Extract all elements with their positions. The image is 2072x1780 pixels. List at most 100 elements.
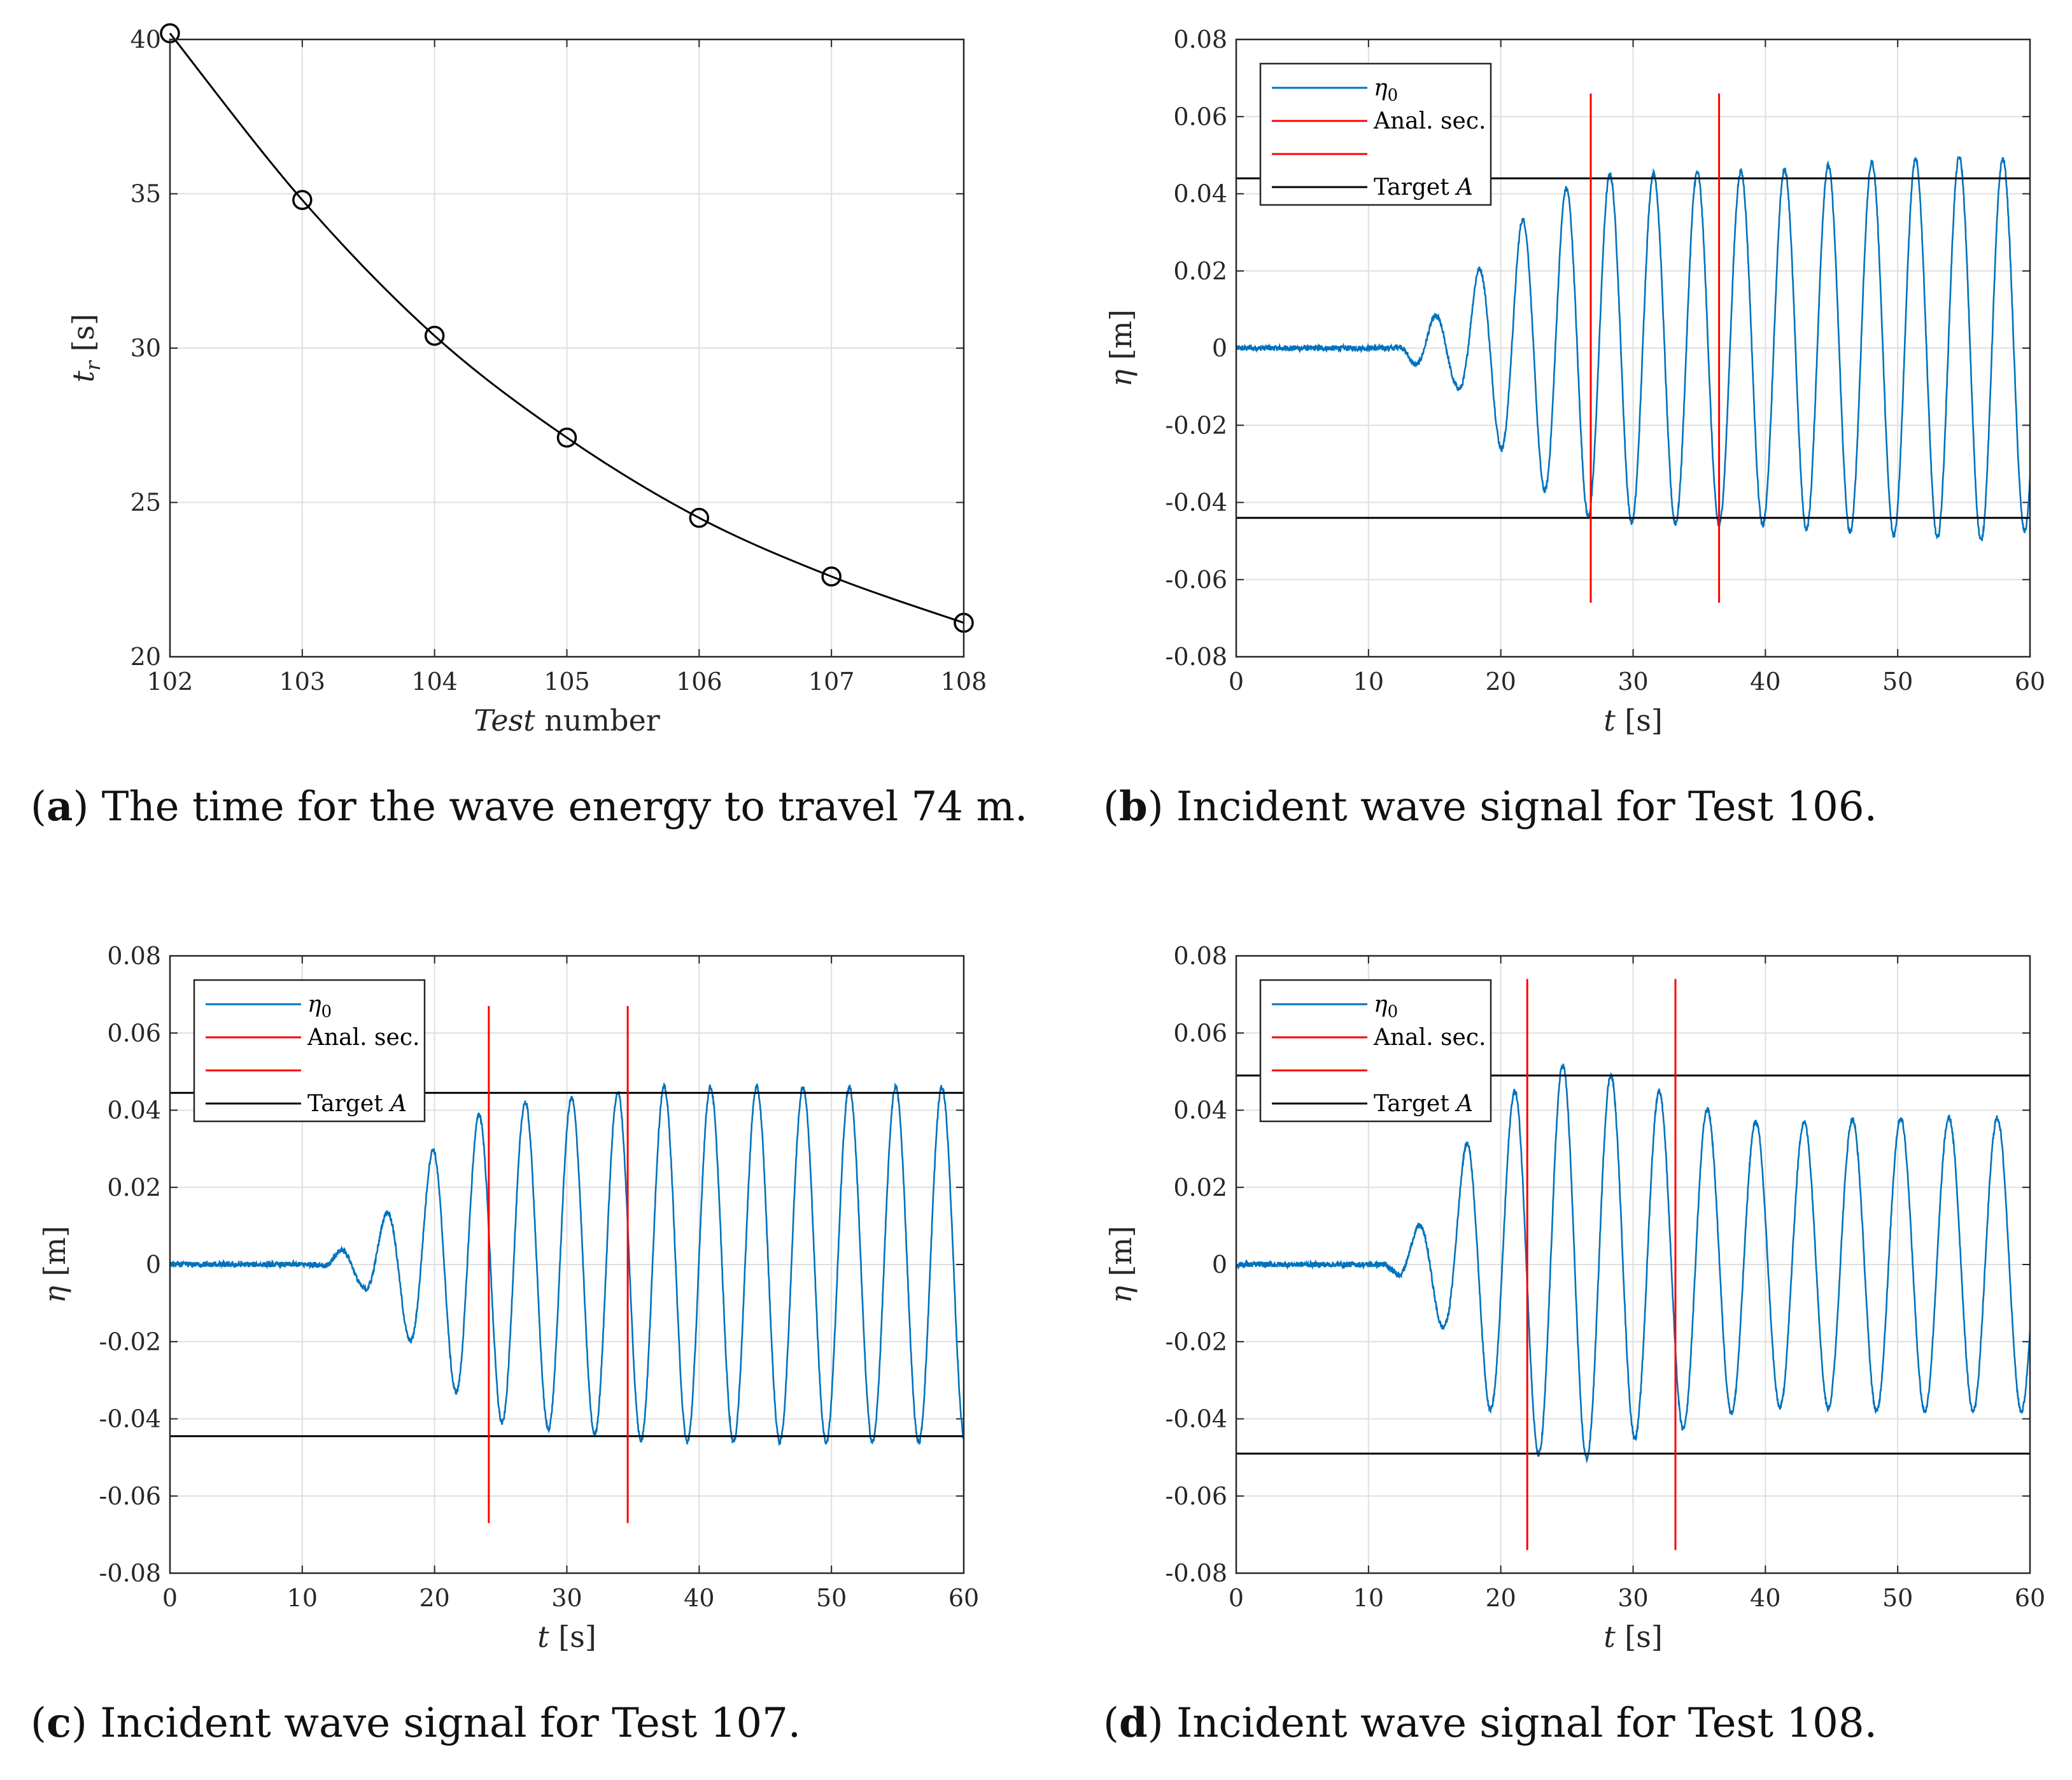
- legend-label-anal-sec-c: Anal. sec.: [307, 1025, 419, 1051]
- x-tick-label-d-6: 60: [2015, 1584, 2045, 1612]
- y-axis-label-c: η [m]: [38, 1226, 72, 1303]
- x-tick-label-b-6: 60: [2015, 668, 2045, 696]
- panel-d-chart: 0 10 20 30 40 50 60 -0.08 -0.06 -0.04 -0.02 0 0.02 0.…: [1104, 942, 2045, 1654]
- y-tick-label-c-1: -0.06: [99, 1482, 161, 1510]
- x-axis-label-b: t [s]: [1603, 703, 1663, 738]
- axes-frame-d: [1235, 955, 2031, 1574]
- y-tick-label-c-7: 0.06: [107, 1019, 161, 1047]
- axes-frame-c: [169, 955, 965, 1574]
- y-tick-label-c-5: 0.02: [107, 1174, 161, 1202]
- axes-frame-b: [1235, 38, 2031, 658]
- y-tick-label-c-8: 0.08: [107, 942, 161, 970]
- legend-label-eta0-c: η0: [307, 992, 332, 1021]
- x-tick-label-b-1: 10: [1353, 668, 1384, 696]
- y-tick-label-d-7: 0.06: [1173, 1019, 1227, 1047]
- y-tick-label-a-1: 25: [130, 489, 161, 517]
- x-tick-label-d-2: 20: [1485, 1584, 1516, 1612]
- caption-b-letter: b: [1118, 783, 1148, 830]
- y-tick-label-a-0: 20: [130, 643, 161, 671]
- y-tick-label-b-0: -0.08: [1166, 643, 1227, 671]
- x-tick-label-a-2: 104: [411, 668, 458, 696]
- x-tick-label-a-0: 102: [147, 668, 194, 696]
- y-tick-label-d-8: 0.08: [1173, 942, 1227, 970]
- y-tick-label-d-5: 0.02: [1173, 1174, 1227, 1202]
- x-tick-label-c-6: 60: [948, 1584, 979, 1612]
- x-tick-label-a-3: 105: [544, 668, 590, 696]
- x-tick-label-b-3: 30: [1617, 668, 1648, 696]
- series-line-a: [169, 32, 964, 624]
- x-tick-label-b-0: 0: [1229, 668, 1244, 696]
- caption-d-text: Incident wave signal for Test 108.: [1176, 1700, 1877, 1747]
- x-tick-label-a-6: 108: [941, 668, 987, 696]
- axes-frame-a: [169, 38, 965, 658]
- legend-label-eta0-d: η0: [1374, 992, 1398, 1021]
- y-tick-label-c-3: -0.02: [99, 1328, 161, 1356]
- y-tick-label-d-3: -0.02: [1166, 1328, 1227, 1356]
- legend-label-anal-sec-d: Anal. sec.: [1373, 1025, 1486, 1051]
- data-point-a-5: [821, 566, 842, 587]
- x-axis-label-d: t [s]: [1603, 1620, 1663, 1654]
- y-tick-label-a-2: 30: [130, 334, 161, 362]
- x-tick-label-d-5: 50: [1882, 1584, 1913, 1612]
- legend-d: η0 Anal. sec. Target A: [1259, 979, 1492, 1123]
- y-tick-label-a-4: 40: [130, 25, 161, 53]
- data-point-a-4: [689, 508, 710, 528]
- caption-c-letter: c: [46, 1699, 71, 1747]
- x-tick-label-b-5: 50: [1882, 668, 1913, 696]
- legend-b: η0 Anal. sec. Target A: [1259, 62, 1492, 206]
- y-tick-label-d-4: 0: [1212, 1251, 1227, 1279]
- y-tick-label-b-1: -0.06: [1166, 566, 1227, 594]
- x-tick-label-d-3: 30: [1617, 1584, 1648, 1612]
- x-tick-label-c-5: 50: [816, 1584, 847, 1612]
- y-tick-label-b-8: 0.08: [1173, 25, 1227, 53]
- y-tick-label-b-4: 0: [1212, 334, 1227, 362]
- y-tick-label-c-4: 0: [146, 1251, 161, 1279]
- data-point-a-2: [424, 325, 445, 346]
- x-tick-label-c-2: 20: [419, 1584, 449, 1612]
- caption-d: (d) Incident wave signal for Test 108.: [1103, 1699, 1877, 1747]
- y-tick-label-d-0: -0.08: [1166, 1559, 1227, 1587]
- panel-b-chart: 0 10 20 30 40 50 60 -0.08 -0.06 -0.04 -0.02 0 0.02 0.…: [1104, 25, 2045, 738]
- x-axis-label-a: Test number: [474, 703, 660, 738]
- y-tick-label-b-2: -0.04: [1166, 489, 1227, 517]
- legend-label-target-a-c: Target A: [307, 1091, 407, 1117]
- panel-c-chart: 0 10 20 30 40 50 60 -0.08 -0.06 -0.04 -0.02 0 0.02 0.…: [38, 942, 979, 1654]
- x-tick-label-c-0: 0: [162, 1584, 178, 1612]
- data-point-a-3: [556, 427, 577, 448]
- y-tick-label-c-2: -0.04: [99, 1405, 161, 1433]
- legend-label-target-a-b: Target A: [1374, 174, 1473, 200]
- y-tick-label-b-7: 0.06: [1173, 102, 1227, 130]
- y-tick-label-a-3: 35: [130, 180, 161, 208]
- legend-c: η0 Anal. sec. Target A: [193, 979, 426, 1123]
- data-point-a-1: [292, 190, 313, 210]
- legend-label-anal-sec-b: Anal. sec.: [1373, 108, 1486, 134]
- x-axis-label-c: t [s]: [537, 1620, 596, 1654]
- x-tick-label-b-4: 40: [1750, 668, 1780, 696]
- x-tick-label-c-1: 10: [287, 1584, 318, 1612]
- legend-label-eta0-b: η0: [1374, 75, 1398, 105]
- caption-b-text: Incident wave signal for Test 106.: [1176, 783, 1877, 830]
- caption-d-letter: d: [1118, 1699, 1148, 1747]
- panel-a-chart: 102 103 104 105 106 107 108 20 25 30 35 40 Test numb…: [66, 23, 987, 738]
- y-tick-label-b-6: 0.04: [1173, 180, 1227, 208]
- y-tick-label-b-5: 0.02: [1173, 257, 1227, 285]
- x-tick-label-d-0: 0: [1229, 1584, 1244, 1612]
- x-tick-label-d-4: 40: [1750, 1584, 1780, 1612]
- y-tick-label-d-6: 0.04: [1173, 1097, 1227, 1125]
- y-tick-label-d-2: -0.04: [1166, 1405, 1227, 1433]
- caption-b: (b) Incident wave signal for Test 106.: [1103, 783, 1877, 830]
- y-tick-label-d-1: -0.06: [1166, 1482, 1227, 1510]
- x-tick-label-a-5: 107: [808, 668, 855, 696]
- caption-c-text: Incident wave signal for Test 107.: [100, 1700, 801, 1747]
- x-tick-label-d-1: 10: [1353, 1584, 1384, 1612]
- caption-a-text: The time for the wave energy to travel 7…: [101, 783, 1028, 830]
- x-tick-label-c-3: 30: [551, 1584, 582, 1612]
- x-tick-label-c-4: 40: [684, 1584, 714, 1612]
- caption-a-letter: a: [46, 783, 73, 830]
- caption-c: (c) Incident wave signal for Test 107.: [31, 1699, 801, 1747]
- x-tick-label-a-1: 103: [279, 668, 326, 696]
- series-eta0-d: [1236, 1063, 2030, 1464]
- x-tick-label-b-2: 20: [1485, 668, 1516, 696]
- x-tick-label-a-4: 106: [676, 668, 722, 696]
